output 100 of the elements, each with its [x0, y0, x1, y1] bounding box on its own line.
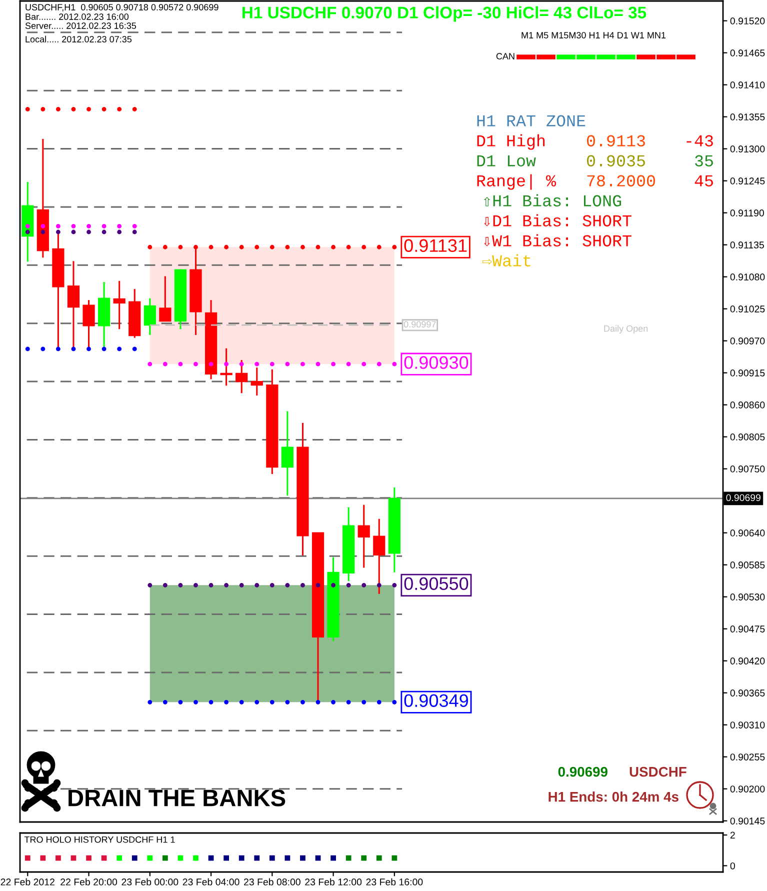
y-tick-label: 0.90750 — [730, 466, 765, 472]
annotation: 0.9113 — [587, 135, 645, 146]
annotation: ⇨Wait — [482, 254, 530, 266]
point — [148, 362, 152, 366]
candlestick — [82, 299, 95, 350]
point — [224, 582, 229, 588]
point — [208, 700, 214, 704]
point — [376, 362, 382, 366]
point — [56, 230, 60, 234]
point — [102, 224, 106, 228]
point — [132, 230, 137, 234]
y-tick-label: 0.91025 — [730, 306, 765, 312]
candlestick — [144, 298, 156, 336]
y-tick-label: 0.90145 — [730, 818, 765, 824]
point — [40, 346, 46, 352]
y-tick-label: 0.91245 — [730, 178, 765, 184]
point — [239, 362, 244, 366]
x-tick-label: 22 Feb 20:00 — [60, 878, 118, 886]
text: Daily Open — [604, 325, 648, 334]
point — [392, 582, 397, 588]
point — [194, 582, 198, 588]
point — [56, 346, 60, 352]
y-tick-label: 0.91135 — [730, 242, 764, 248]
annotation: 0.90699 — [558, 766, 608, 777]
point — [224, 362, 229, 366]
candlestick — [67, 260, 80, 350]
point — [25, 230, 30, 234]
candlestick — [373, 518, 386, 595]
point — [362, 700, 366, 704]
y-tick-label: 0.91520 — [730, 18, 765, 24]
point — [132, 224, 137, 228]
point — [392, 244, 397, 250]
y-tick-label: 0.90585 — [730, 562, 765, 568]
annotation: USDCHF,H1 0.90605 0.90718 0.90572 0.90699 — [26, 4, 218, 12]
point — [102, 107, 106, 112]
point — [270, 700, 274, 704]
point — [331, 244, 336, 250]
annotation: ⇩D1 Bias: SHORT — [484, 214, 632, 226]
point — [254, 362, 260, 366]
point — [132, 107, 137, 112]
ref-line-label: 0.90699 — [726, 494, 760, 502]
point — [162, 362, 168, 366]
point — [178, 362, 183, 366]
point — [25, 224, 30, 228]
x-tick-label: 23 Feb 12:00 — [305, 878, 362, 886]
point — [362, 362, 366, 366]
point — [239, 244, 244, 250]
x-tick-label: 23 Feb 04:00 — [182, 878, 240, 886]
point — [254, 244, 260, 250]
point — [25, 107, 30, 112]
point — [117, 230, 122, 234]
point — [392, 362, 397, 366]
point — [300, 244, 305, 250]
point — [162, 582, 168, 588]
point — [148, 244, 152, 250]
point — [331, 362, 336, 366]
point — [254, 700, 260, 704]
candlestick — [281, 410, 294, 496]
y-tick-label: 0.91355 — [730, 114, 765, 120]
y-tick-label: 0.90640 — [730, 530, 765, 536]
candlestick — [159, 275, 172, 322]
point — [71, 346, 76, 352]
point — [86, 230, 91, 234]
point — [316, 582, 320, 588]
annotation: Local..... 2012.02.23 07:35 — [26, 36, 132, 42]
point — [148, 700, 152, 704]
candlestick — [113, 280, 126, 330]
y-tick-label: 0.91190 — [730, 210, 764, 216]
point — [270, 362, 274, 366]
data-label: 0.90349 — [404, 694, 468, 707]
point — [362, 582, 366, 588]
point — [117, 107, 122, 112]
annotation: Range| % — [477, 174, 556, 190]
point — [194, 700, 198, 704]
annotation: Server..... 2012.02.23 16:35 — [25, 22, 136, 29]
point — [71, 107, 76, 112]
point — [316, 700, 320, 704]
x-tick-label: 23 Feb 08:00 — [244, 878, 300, 886]
point — [40, 230, 46, 234]
x-tick-label: 23 Feb 00:00 — [122, 878, 178, 886]
point — [300, 700, 305, 704]
y-tick-label: 0.90805 — [730, 434, 765, 440]
point — [239, 582, 244, 588]
point — [86, 346, 91, 352]
point — [56, 224, 60, 228]
point — [71, 230, 76, 234]
point — [208, 582, 214, 588]
annotation: D1 High — [477, 134, 545, 150]
point — [376, 582, 382, 588]
y-tick-label: 0.90860 — [730, 402, 765, 408]
point — [162, 700, 168, 704]
candlestick — [236, 359, 248, 394]
point — [376, 244, 382, 250]
y-tick-label: 2 — [730, 832, 735, 839]
y-tick-label: 0.90970 — [730, 338, 765, 344]
y-tick-label: 0.91080 — [730, 274, 765, 280]
point — [40, 107, 46, 112]
point — [40, 224, 46, 228]
annotation: 78.2000 — [587, 175, 655, 186]
point — [132, 346, 137, 352]
